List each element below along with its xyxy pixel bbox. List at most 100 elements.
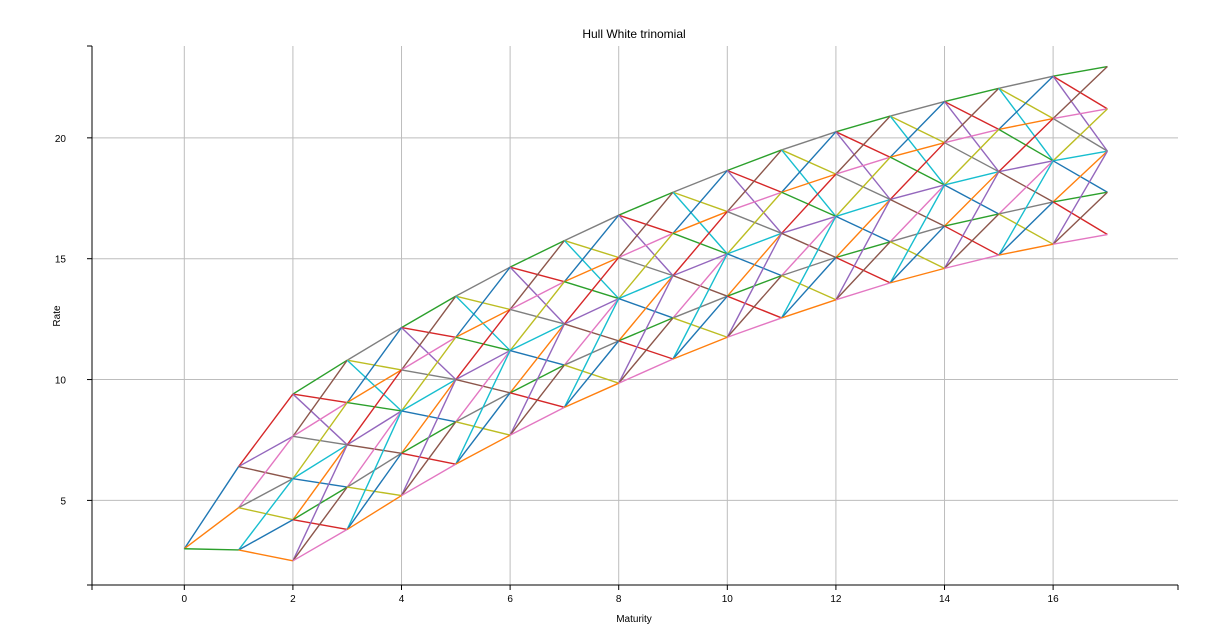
tree-edge-6-4-4: [509, 406, 565, 436]
tree-edge-11-2-1: [781, 173, 837, 234]
tree-edge-6-4-3: [509, 364, 565, 436]
tree-edge-3-0-0: [346, 326, 402, 361]
tree-edge-12-4-3: [835, 241, 891, 301]
tree-edge-1-2-3: [238, 519, 294, 551]
tree-edge-14-0-0: [944, 87, 999, 103]
tree-edge-16-0-0: [1052, 65, 1108, 77]
tree-edge-14-1-0: [944, 87, 1000, 144]
tree-edge-9-0-0: [672, 169, 728, 193]
tree-edge-13-4-2: [889, 184, 946, 284]
tree-edge-13-0-0: [890, 100, 945, 117]
tree-edge-13-2-1: [889, 142, 946, 200]
tree-edge-13-4-3: [889, 225, 946, 284]
tree-edge-5-2-1: [455, 309, 511, 380]
tree-edge-8-2-2: [618, 274, 674, 300]
tree-edges: [183, 65, 1109, 562]
tree-edge-3-4-4: [346, 494, 402, 531]
tree-edge-11-4-3: [781, 257, 837, 319]
tree-edge-3-4-2: [346, 410, 403, 530]
tree-edge-0-0-1: [183, 507, 240, 550]
tree-edge-4-3-2: [400, 379, 457, 454]
tree-edge-16-1-0: [1052, 66, 1108, 120]
tree-edge-15-4-3: [998, 201, 1054, 256]
tree-edge-10-4-4: [727, 317, 782, 338]
tree-edge-12-0-0: [835, 115, 891, 133]
tree-edge-1-0-1: [238, 435, 294, 468]
tree-edge-3-2-1: [346, 369, 403, 446]
tree-edge-15-3-2: [998, 160, 1054, 215]
tree-edge-16-2-1: [1052, 108, 1108, 162]
tree-edge-12-3-2: [835, 199, 891, 258]
tree-edge-9-2-1: [672, 211, 728, 277]
tree-edge-2-3-2: [292, 444, 348, 521]
x-tick-label-4: 4: [399, 594, 405, 605]
tree-edge-4-4-4: [401, 463, 457, 497]
tree-edge-7-4-3: [563, 340, 620, 408]
tree-edge-7-1-1: [564, 256, 619, 283]
tree-edge-16-4-3: [1052, 191, 1108, 245]
tree-edge-5-1-0: [455, 266, 511, 338]
tree-edge-16-4-4: [1052, 233, 1108, 245]
tree-edge-2-2-1: [292, 402, 348, 480]
tree-edge-9-4-4: [672, 336, 728, 360]
tree-edge-5-2-2: [455, 349, 511, 381]
tree-edge-14-4-3: [944, 213, 1000, 269]
tree-edge-11-3-2: [781, 215, 837, 277]
tree-edge-11-4-4: [781, 299, 837, 319]
tree-edge-7-1-0: [563, 214, 620, 283]
tree-edge-3-4-3: [346, 452, 403, 530]
tree-edge-6-1-1: [509, 281, 565, 311]
tree-edge-3-1-1: [346, 369, 402, 404]
y-tick-label-5: 5: [60, 496, 66, 507]
tree-edge-15-4-2: [998, 160, 1054, 256]
tree-edge-12-1-1: [835, 156, 891, 175]
tree-edge-4-2-2: [401, 378, 457, 412]
tree-edge-4-1-0: [400, 295, 457, 371]
axes: [91, 46, 1178, 586]
tree-edge-14-3-2: [944, 171, 1000, 227]
tree-edge-16-1-1: [1052, 108, 1108, 120]
tree-edge-9-3-2: [672, 253, 728, 319]
tree-edge-12-2-2: [835, 198, 891, 218]
tree-edge-13-4-4: [890, 267, 945, 284]
tree-edge-1-1-2: [238, 478, 294, 509]
tree-edge-11-2-2: [781, 215, 837, 234]
chart-title: Hull White trinomial: [582, 27, 685, 41]
tree-edge-14-4-4: [944, 254, 999, 270]
grid-lines: [92, 46, 1178, 585]
tree-edge-2-2-2: [292, 444, 348, 480]
tree-edge-14-1-1: [944, 128, 999, 144]
tree-edge-10-1-0: [726, 149, 783, 213]
tree-edge-2-0-0: [292, 359, 348, 395]
tree-edge-10-2-1: [726, 191, 783, 255]
x-axis-label: Maturity: [616, 614, 652, 625]
tree-edge-6-4-2: [509, 323, 566, 436]
tree-edge-2-4-3: [292, 486, 348, 562]
tree-edge-9-4-3: [672, 295, 728, 360]
tree-edge-11-1-1: [781, 173, 837, 193]
tree-edge-8-1-1: [618, 232, 674, 259]
tree-edge-10-4-2: [726, 232, 783, 338]
tree-edge-5-0-0: [455, 266, 511, 297]
tree-edge-4-4-3: [400, 421, 457, 496]
tree-edge-1-1-1: [238, 435, 294, 509]
tree-edge-15-2-2: [998, 160, 1054, 173]
tree-edge-14-4-2: [943, 171, 1000, 269]
tree-edge-9-1-0: [672, 170, 728, 234]
tree-edge-13-1-1: [890, 142, 945, 158]
tree-edge-12-4-2: [835, 199, 891, 301]
tree-edge-16-3-2: [1052, 150, 1108, 203]
y-tick-label-15: 15: [55, 255, 67, 266]
tree-edge-10-3-2: [726, 232, 783, 297]
tree-edge-10-1-1: [727, 191, 782, 213]
tree-edge-5-3-2: [455, 350, 511, 423]
tree-edge-9-1-1: [672, 210, 728, 234]
tree-edge-11-1-0: [781, 131, 837, 193]
tree-edge-8-2-1: [618, 232, 674, 300]
tree-edge-7-2-2: [564, 297, 620, 325]
tree-edge-8-1-0: [618, 191, 674, 258]
tree-edge-7-2-1: [563, 257, 620, 325]
tree-edge-5-1-1: [455, 308, 511, 338]
tree-edge-10-4-3: [726, 275, 783, 338]
